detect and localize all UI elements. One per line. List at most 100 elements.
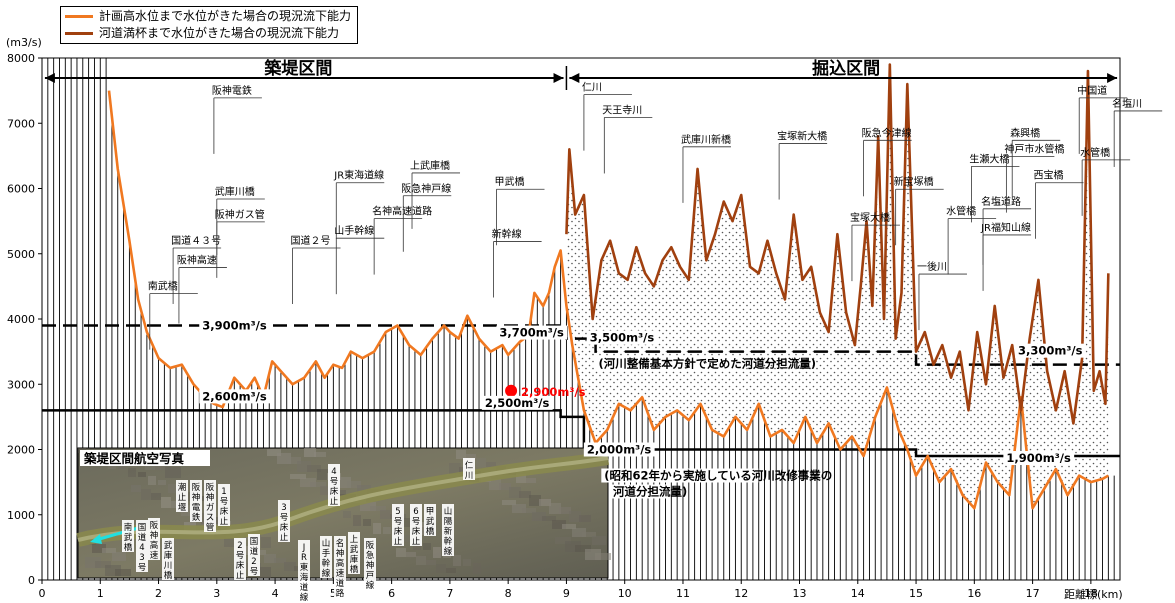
photo-texture bbox=[92, 544, 106, 553]
photo-place-char: 1 bbox=[221, 487, 226, 497]
x-tick-label: 12 bbox=[734, 587, 748, 600]
photo-place-char: 阪 bbox=[366, 541, 375, 551]
photo-texture bbox=[284, 562, 296, 571]
photo-texture bbox=[476, 458, 486, 467]
annotation-label: 名塩道路 bbox=[981, 195, 1021, 208]
photo-texture bbox=[383, 527, 391, 534]
photo-place-char: 武 bbox=[426, 516, 435, 527]
annotation-label: 水管橋 bbox=[946, 205, 976, 218]
photo-texture bbox=[118, 464, 126, 469]
legend-item-full: 河道満杯まで水位がきた場合の現況流下能力 bbox=[65, 25, 351, 42]
photo-place-char: 神 bbox=[192, 492, 201, 503]
x-tick-label: 14 bbox=[851, 587, 865, 600]
photo-place-char: 線 bbox=[444, 546, 453, 557]
photo-place-char: 号 bbox=[412, 517, 421, 527]
photo-label-bg bbox=[410, 504, 422, 546]
photo-place-char: 上 bbox=[350, 535, 359, 545]
photo-place-char: 高 bbox=[150, 540, 159, 551]
photo-place-label: 武庫川橋 bbox=[164, 540, 173, 581]
photo-label-bg bbox=[320, 536, 332, 578]
photo-place-char: 床 bbox=[280, 522, 289, 533]
photo-place-label: J R 東海道線 bbox=[300, 543, 309, 603]
x-tick-label: 3 bbox=[213, 587, 220, 600]
photo-place-label: 阪神ガス管 bbox=[206, 483, 215, 533]
photo-label-bg bbox=[328, 464, 340, 506]
photo-texture bbox=[112, 552, 126, 561]
photo-place-label: 南武橋 bbox=[124, 522, 133, 553]
photo-place-char: 橋 bbox=[350, 564, 359, 575]
annotation-label: 阪急神戸線 bbox=[401, 182, 451, 195]
photo-texture bbox=[161, 497, 171, 508]
photo-texture bbox=[559, 507, 571, 514]
photo-place-char: 幹 bbox=[444, 536, 453, 547]
photo-place-char: 道 bbox=[138, 532, 147, 543]
photo-place-char: 手 bbox=[322, 548, 331, 559]
photo-title-bg bbox=[80, 450, 210, 466]
x-tick-label: 5 bbox=[330, 587, 337, 600]
x-tick-label: 0 bbox=[39, 587, 46, 600]
photo-place-char: 止 bbox=[412, 536, 421, 547]
photo-texture bbox=[526, 478, 536, 483]
note-improvement-1: (昭和62年から実施している河川改修事業の bbox=[604, 469, 832, 483]
photo-label-bg bbox=[348, 532, 360, 574]
label-2000: 2,000m³/s bbox=[587, 443, 652, 457]
photo-label-bg bbox=[248, 534, 260, 576]
photo-texture bbox=[453, 555, 461, 566]
x-tick-label: 10 bbox=[618, 587, 632, 600]
photo-texture bbox=[592, 536, 606, 545]
stipple-band bbox=[566, 64, 1109, 509]
annotation-label: 武庫川橋 bbox=[215, 185, 255, 198]
photo-label-bg bbox=[298, 540, 310, 602]
photo-texture bbox=[264, 554, 276, 563]
label-3700: 3,700m³/s bbox=[499, 326, 564, 340]
photo-place-char: 止 bbox=[330, 496, 339, 507]
photo-texture bbox=[337, 477, 351, 488]
photo-place-label: 潮止堰 bbox=[178, 482, 187, 513]
label-3700-bg bbox=[496, 325, 568, 340]
photo-place-char: R bbox=[301, 553, 307, 563]
photo-texture bbox=[416, 556, 426, 565]
photo-label-bg bbox=[334, 536, 346, 598]
label-1900: 1,900m³/s bbox=[1006, 451, 1071, 465]
photo-texture bbox=[449, 463, 461, 474]
note-basic-policy-bg bbox=[595, 356, 746, 371]
photo-texture bbox=[95, 561, 111, 568]
photo-place-label: 阪急神戸線 bbox=[366, 541, 375, 591]
photo-place-char: 国 bbox=[250, 537, 259, 547]
photo-texture bbox=[158, 480, 166, 485]
series-line-planned bbox=[107, 90, 1109, 510]
photo-texture bbox=[277, 453, 291, 464]
section-label-right: 掘込区間 bbox=[812, 58, 880, 79]
photo-place-char: 神 bbox=[150, 530, 159, 541]
photo-texture bbox=[532, 512, 546, 521]
label-2000-bg bbox=[583, 442, 655, 457]
photo-texture bbox=[363, 519, 371, 526]
photo-texture bbox=[353, 515, 361, 526]
photo-texture bbox=[138, 472, 146, 477]
annotation-label: 中国道 bbox=[1077, 84, 1107, 97]
photo-texture bbox=[165, 467, 181, 478]
label-2600-bg bbox=[199, 389, 271, 404]
label-3500-bg bbox=[586, 330, 658, 345]
photo-texture bbox=[539, 499, 551, 506]
y-tick-label: 7000 bbox=[7, 117, 35, 130]
photo-texture bbox=[522, 508, 536, 513]
photo-place-char: 名 bbox=[336, 538, 345, 549]
photo-texture bbox=[502, 500, 516, 505]
y-tick-label: 2000 bbox=[7, 444, 35, 457]
photo-place-label: 国道 2 号 bbox=[250, 537, 259, 577]
y-tick-label: 1000 bbox=[7, 509, 35, 522]
section-label-left: 築堤区間 bbox=[263, 58, 332, 79]
photo-texture bbox=[347, 481, 361, 488]
photo-label-bg bbox=[442, 504, 454, 556]
photo-texture bbox=[486, 462, 496, 467]
photo-place-char: 新 bbox=[444, 526, 453, 537]
photo-place-char: 号 bbox=[220, 497, 229, 507]
legend-item-planned: 計画高水位まで水位がきた場合の現況流下能力 bbox=[65, 8, 351, 25]
photo-texture bbox=[168, 484, 176, 493]
photo-place-char: 4 bbox=[331, 467, 336, 477]
label-2500-bg bbox=[481, 395, 553, 410]
photo-label-bg bbox=[424, 504, 436, 536]
photo-place-char: ス bbox=[206, 513, 215, 523]
photo-texture bbox=[466, 454, 476, 459]
